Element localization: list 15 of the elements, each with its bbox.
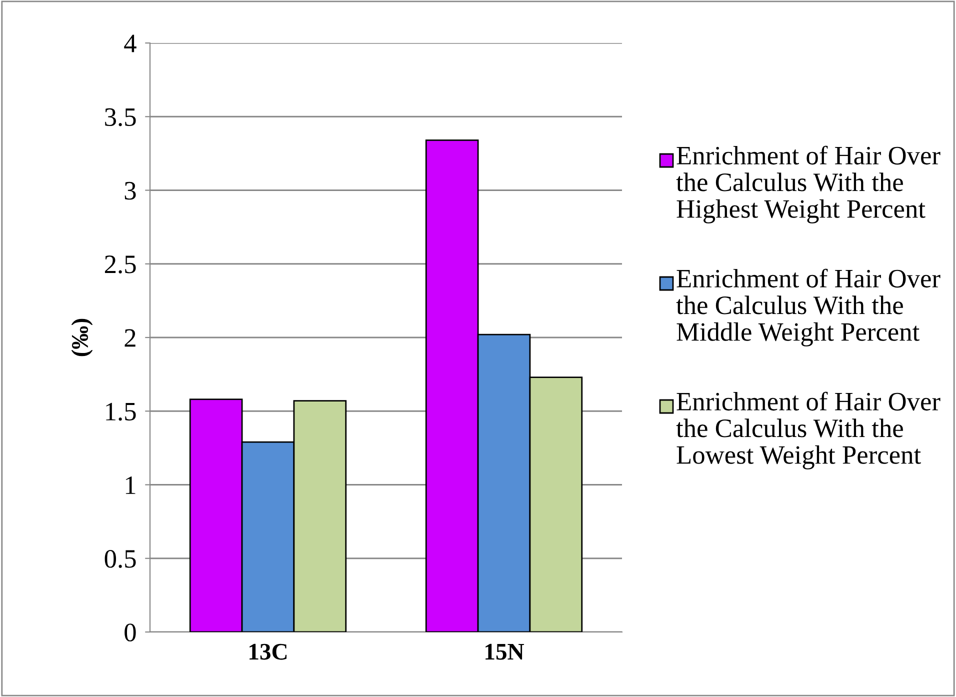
y-tick-label: 3.5 (105, 108, 136, 126)
y-tick-label: 1 (126, 476, 136, 494)
x-tick-label: 13C (250, 644, 287, 660)
x-tick-label: 15N (486, 644, 524, 660)
y-tick-label: 4 (124, 34, 136, 52)
legend-label: Enrichment of Hair Over the Calculus With the Lowest Weight Percent (676, 392, 940, 470)
y-tick-label: 1.5 (106, 402, 136, 421)
legend-label: Enrichment of Hair Over the Calculus With the Highest Weight Percent (676, 146, 940, 224)
y-tick-label: 2 (124, 329, 136, 347)
y-axis-title: (‰) (71, 318, 93, 356)
y-tick-label: 2.5 (104, 256, 136, 274)
y-tick-label: 0.5 (104, 550, 136, 568)
y-tick-label: 3 (124, 182, 136, 200)
y-tick-label: 0 (124, 624, 136, 642)
legend-label: Enrichment of Hair Over the Calculus With the Middle Weight Percent (676, 268, 940, 346)
